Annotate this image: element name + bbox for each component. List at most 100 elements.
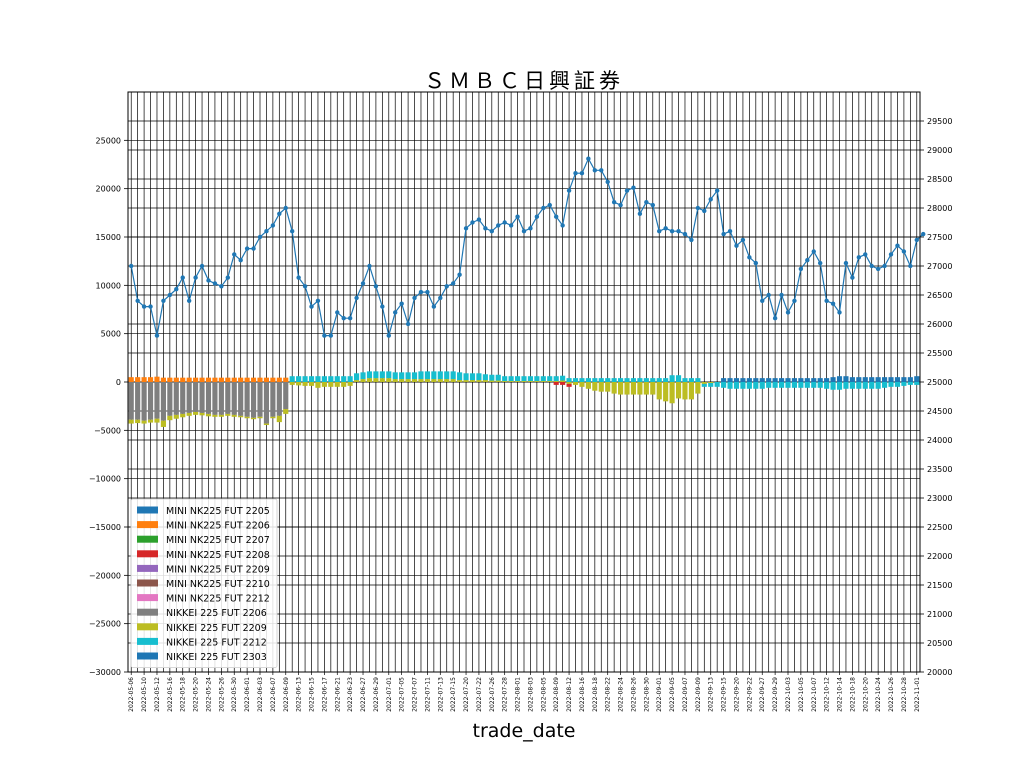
x-tick-label: 2022-05-18 [180, 677, 187, 712]
legend-swatch [137, 652, 158, 660]
x-tick-label: 2022-05-10 [141, 677, 148, 712]
price-point [695, 205, 701, 211]
y2-tick-label: 25500 [927, 349, 952, 358]
bar [199, 412, 205, 416]
bar [457, 372, 463, 381]
bar [791, 378, 798, 382]
bar [308, 382, 315, 386]
bar [347, 382, 353, 386]
x-tick-label: 2022-06-27 [360, 677, 367, 712]
price-point [141, 304, 147, 309]
bar [746, 382, 752, 389]
bar [682, 378, 688, 382]
bar [611, 378, 617, 382]
price-point [676, 229, 681, 234]
bar [302, 376, 308, 382]
x-tick-label: 2022-05-24 [206, 677, 213, 712]
x-tick-label: 2022-10-14 [837, 677, 844, 712]
bar [875, 377, 881, 382]
bar [128, 382, 134, 420]
bar [759, 378, 765, 382]
x-tick-label: 2022-10-05 [798, 677, 805, 712]
bar [701, 382, 707, 384]
bar [650, 378, 656, 382]
bar [566, 378, 572, 382]
bar [180, 377, 186, 382]
bar [431, 371, 437, 380]
price-point [193, 275, 198, 280]
price-point [206, 278, 211, 283]
bar [289, 376, 295, 382]
x-tick-label: 2022-10-07 [811, 677, 818, 712]
bar [431, 379, 437, 382]
price-point [289, 229, 295, 234]
price-point [553, 214, 559, 219]
y2-tick-label: 26500 [927, 291, 952, 300]
bar [193, 377, 199, 382]
bar [618, 378, 624, 382]
line-layer [129, 156, 926, 338]
legend-label: MINI NK225 FUT 2205 [166, 506, 270, 517]
bar [334, 376, 340, 382]
price-point [869, 263, 874, 269]
price-point [753, 260, 759, 266]
price-point [624, 188, 630, 193]
bar [186, 377, 192, 382]
bar [392, 379, 398, 382]
bar [128, 377, 134, 382]
bar [321, 376, 327, 382]
price-point [708, 197, 713, 202]
x-tick-label: 2022-10-12 [824, 677, 831, 712]
bar [457, 380, 463, 382]
legend: MINI NK225 FUT 2205 MINI NK225 FUT 2206 MI… [130, 498, 278, 669]
legend-label: MINI NK225 FUT 2206 [166, 521, 270, 532]
bar [637, 378, 643, 382]
bar [386, 378, 392, 382]
x-tick-label: 2022-09-15 [721, 677, 728, 712]
bar [572, 378, 579, 382]
price-point [244, 246, 250, 251]
y2-tick-label: 20500 [927, 639, 952, 648]
x-tick-label: 2022-08-12 [566, 677, 573, 712]
bar [296, 382, 302, 386]
x-tick-label: 2022-06-01 [244, 677, 251, 712]
price-point [386, 333, 391, 338]
bar [746, 378, 752, 382]
bar [824, 378, 830, 382]
price-point [863, 252, 868, 257]
bar [630, 382, 637, 395]
bar [766, 378, 772, 382]
bar [514, 376, 521, 382]
bar [270, 382, 276, 417]
price-point [148, 304, 153, 309]
price-point [830, 301, 836, 306]
bar [147, 419, 154, 423]
bar [399, 372, 405, 380]
bar [250, 417, 257, 420]
y2-tick-label: 20000 [927, 668, 952, 677]
y-tick-label: 25000 [96, 136, 121, 145]
y-tick-label: −30000 [89, 668, 121, 677]
price-point [650, 202, 655, 208]
bar [231, 377, 237, 382]
bar [682, 382, 688, 400]
bar [173, 414, 179, 419]
y-tick-label: −15000 [89, 523, 121, 532]
x-tick-label: 2022-05-26 [218, 677, 225, 712]
bar [579, 378, 585, 382]
price-point [599, 168, 604, 173]
bar [675, 375, 682, 382]
bar [218, 377, 224, 382]
price-point [714, 188, 720, 193]
x-tick-label: 2022-10-28 [901, 677, 908, 712]
price-point [496, 223, 501, 228]
bar [502, 381, 508, 382]
price-point [702, 208, 707, 214]
price-point [483, 226, 488, 231]
bar [560, 375, 566, 381]
x-tick-label: 2022-08-22 [605, 677, 612, 712]
bar [218, 414, 224, 417]
price-point [322, 333, 327, 338]
price-point [637, 211, 643, 216]
